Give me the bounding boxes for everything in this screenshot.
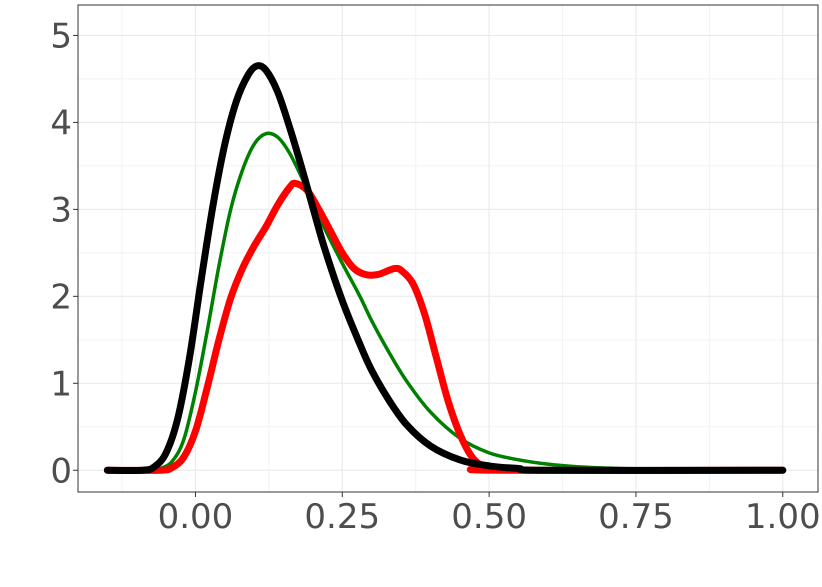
density-curves xyxy=(103,62,787,475)
y-tick-label: 4 xyxy=(50,103,72,143)
x-tick-label: 0.75 xyxy=(598,497,674,537)
y-tick-label: 0 xyxy=(50,451,72,491)
x-tick-label: 0.50 xyxy=(451,497,527,537)
x-tick-label: 1.00 xyxy=(745,497,821,537)
x-tick-label: 0.00 xyxy=(158,497,234,537)
panel-border xyxy=(77,4,819,493)
density-curve-1 xyxy=(105,131,785,473)
y-tick-label: 5 xyxy=(50,16,72,56)
axes: 0.00 0.25 0.50 0.75 1.00 0 1 2 3 4 5 xyxy=(50,16,820,537)
density-curve-3 xyxy=(103,62,787,475)
density-curve-2 xyxy=(103,179,787,475)
y-tick-label: 3 xyxy=(50,190,72,230)
y-tick-label: 2 xyxy=(50,277,72,317)
y-tick-label: 1 xyxy=(50,364,72,404)
x-tick-label: 0.25 xyxy=(304,497,380,537)
